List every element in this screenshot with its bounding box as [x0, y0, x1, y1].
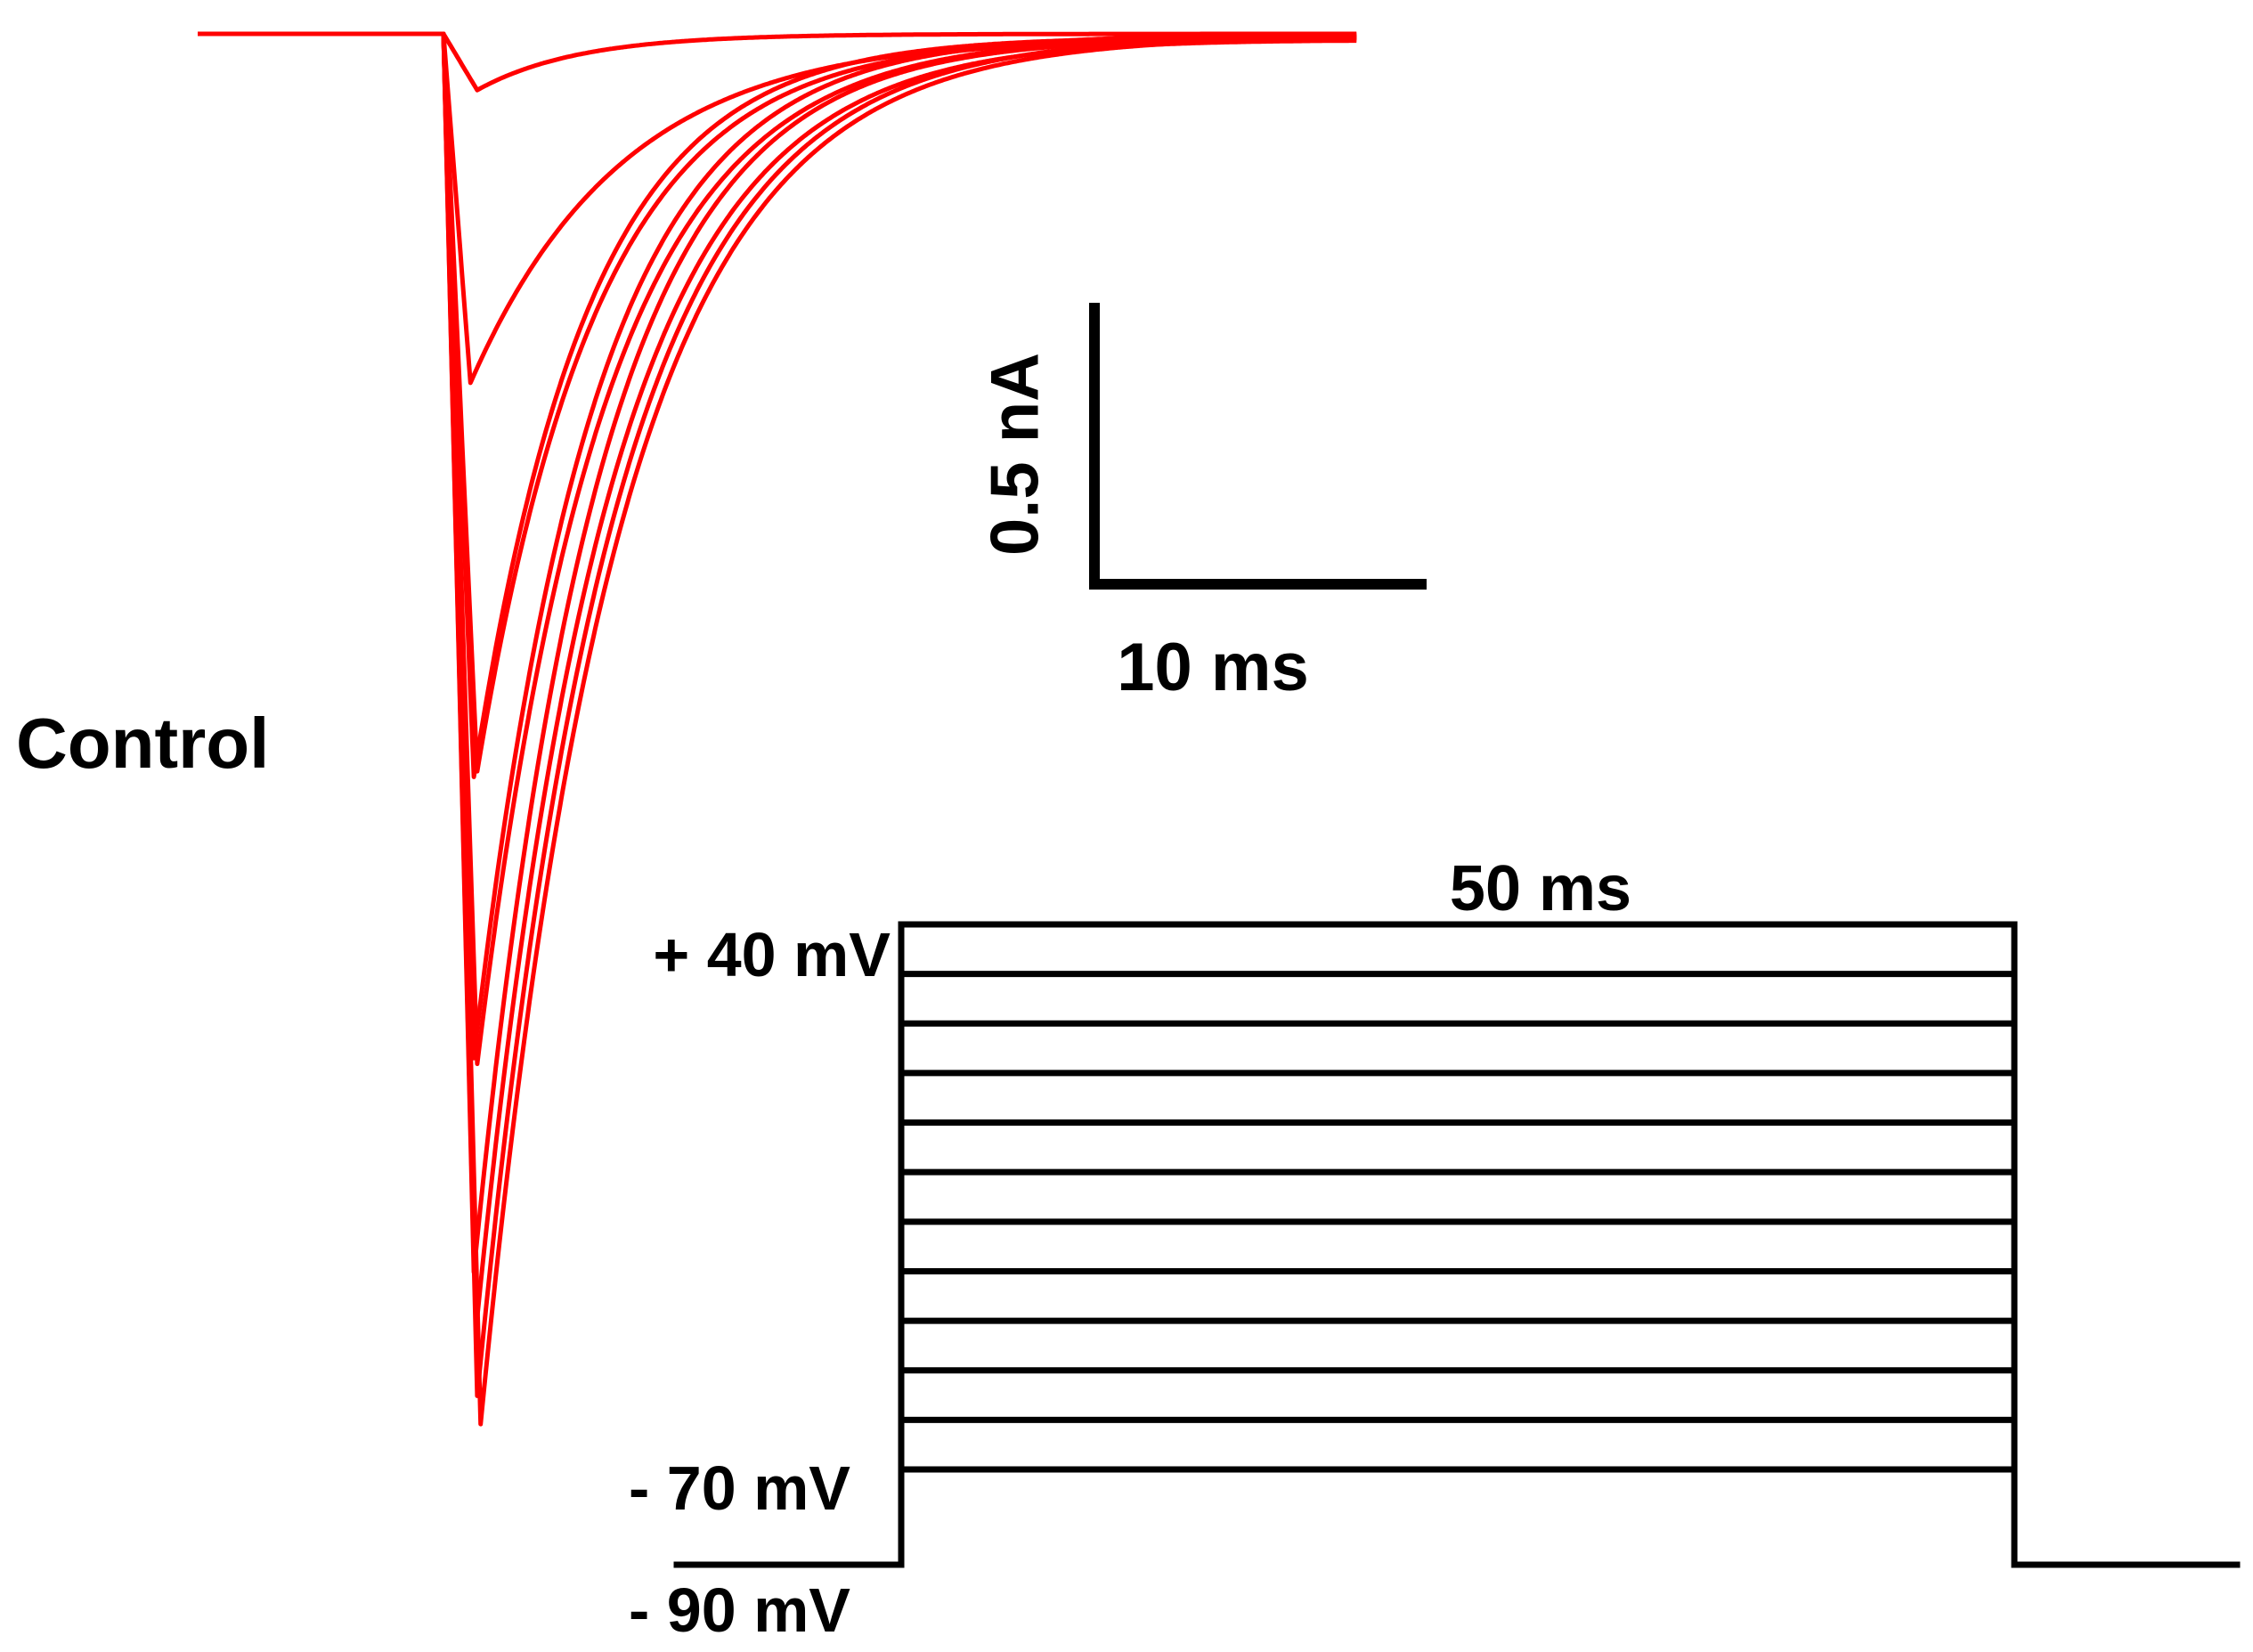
scale-bar: 0.5 nA 10 ms: [978, 303, 1427, 705]
voltage-label-holding: - 90 mV: [629, 1575, 850, 1645]
voltage-protocol: [673, 921, 2241, 1568]
voltage-label-bottom-step: - 70 mV: [629, 1453, 850, 1523]
scale-bar-current-label: 0.5 nA: [978, 353, 1053, 556]
step-duration-label: 50 ms: [1450, 853, 1631, 924]
current-trace: [198, 31, 1357, 1398]
condition-label: Control: [16, 704, 269, 783]
current-trace: [198, 31, 1357, 1427]
current-traces: [198, 31, 1357, 1427]
current-trace: [198, 31, 1357, 1061]
scale-bar-time-label: 10 ms: [1117, 630, 1309, 705]
voltage-label-top: + 40 mV: [653, 920, 891, 989]
